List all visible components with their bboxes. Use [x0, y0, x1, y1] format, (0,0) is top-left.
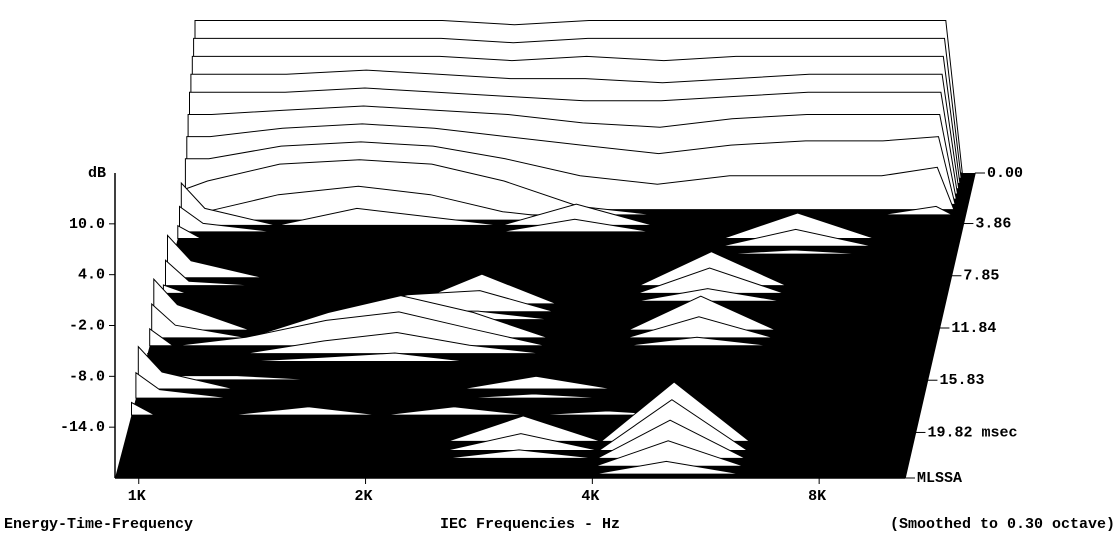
x-tick-label: 8K — [808, 488, 826, 505]
y-tick-label: 10.0 — [69, 216, 105, 233]
waterfall-slice — [135, 371, 613, 399]
t-tick-label: 11.84 — [951, 320, 996, 337]
waterfall-slice — [147, 331, 546, 355]
waterfall-slice — [592, 460, 743, 475]
t-tick-label: 0.00 — [987, 165, 1023, 182]
waterfall-slice — [179, 205, 653, 233]
waterfall-slice — [137, 345, 615, 390]
y-axis-label: dB — [88, 165, 106, 182]
x-tick-label: 2K — [355, 488, 373, 505]
x-tick-label: 4K — [581, 488, 599, 505]
x-tick-label: 1K — [128, 488, 146, 505]
y-tick-label: -14.0 — [60, 419, 105, 436]
caption-right: (Smoothed to 0.30 octave) — [890, 516, 1115, 533]
t-tick-label: 19.82 msec — [927, 424, 1017, 441]
t-tick-label: 3.86 — [975, 215, 1011, 232]
t-tick-label: 15.83 — [939, 372, 984, 389]
waterfall-slice — [718, 249, 872, 255]
time-axis-line — [904, 172, 976, 479]
waterfall-slice — [180, 181, 655, 227]
caption-left: Energy-Time-Frequency — [4, 516, 193, 533]
waterfall-slice — [594, 440, 745, 467]
y-tick-label: -8.0 — [69, 368, 105, 385]
waterfall-slice — [167, 234, 264, 279]
waterfall-slice — [720, 228, 874, 247]
waterfall-slice — [241, 352, 469, 363]
floor — [115, 173, 975, 478]
y-tick-label: 4.0 — [78, 267, 105, 284]
x-axis-label: IEC Frequencies - Hz — [440, 516, 620, 533]
t-tick-label: 7.85 — [963, 268, 999, 285]
waterfall-slice — [634, 288, 784, 302]
y-tick-label: -2.0 — [69, 317, 105, 334]
corner-label: MLSSA — [917, 470, 962, 487]
waterfall-slice — [149, 311, 773, 347]
